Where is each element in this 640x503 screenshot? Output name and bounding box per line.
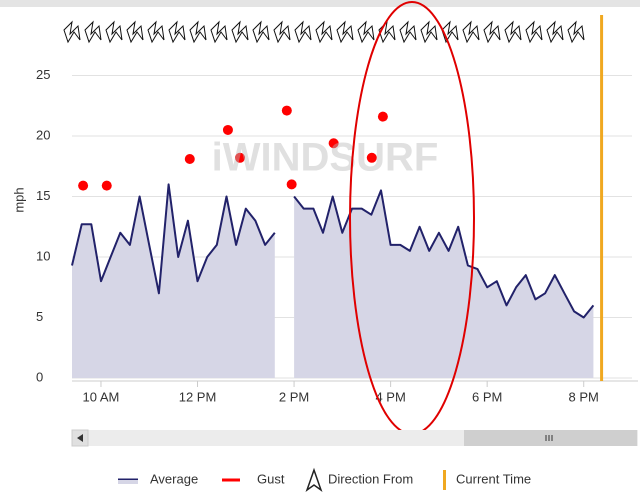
gust-point	[286, 179, 297, 190]
direction-arrow	[63, 20, 81, 44]
direction-arrow	[525, 20, 543, 44]
direction-arrow	[483, 20, 501, 44]
direction-arrow	[399, 20, 417, 44]
direction-arrow	[420, 20, 438, 44]
direction-arrow	[126, 20, 144, 44]
x-tick-label: 12 PM	[179, 389, 217, 404]
direction-arrow	[252, 20, 270, 44]
x-tick-label: 8 PM	[569, 389, 599, 404]
direction-arrow	[168, 20, 186, 44]
direction-arrow	[378, 20, 396, 44]
x-tick-label: 2 PM	[279, 389, 309, 404]
y-tick-label: 5	[36, 309, 43, 324]
direction-arrow	[147, 20, 165, 44]
gust-point	[235, 152, 245, 163]
top-bar	[0, 0, 640, 7]
gust-point	[78, 180, 89, 191]
y-tick-label: 25	[36, 67, 50, 82]
average-area	[72, 184, 594, 378]
direction-arrow	[231, 20, 249, 44]
legend-label[interactable]: Gust	[257, 471, 285, 486]
legend-label[interactable]: Average	[150, 471, 198, 486]
legend-swatch-fill	[118, 480, 138, 484]
gust-point	[281, 105, 292, 116]
x-tick-label: 4 PM	[375, 389, 405, 404]
direction-arrow	[84, 20, 102, 44]
y-axis-label: mph	[11, 187, 26, 212]
direction-arrow	[315, 20, 333, 44]
average-line	[71, 183, 595, 319]
direction-arrow	[294, 20, 312, 44]
x-tick-label: 10 AM	[83, 389, 120, 404]
y-tick-label: 0	[36, 369, 43, 384]
legend-direction-icon	[305, 467, 323, 492]
direction-arrow	[273, 20, 291, 44]
direction-arrow	[189, 20, 207, 44]
gust-point	[184, 153, 195, 164]
legend: Average Gust Direction From Current Time	[118, 467, 531, 492]
direction-arrow	[210, 20, 228, 44]
gust-point	[101, 180, 112, 191]
y-tick-label: 10	[36, 248, 50, 263]
direction-arrow	[567, 20, 585, 44]
direction-arrow	[546, 20, 564, 44]
direction-arrow	[105, 20, 123, 44]
plot: 0 5 10 15 20 25 10 AM 12 PM 2 PM 4 PM 6 PM 8 PM	[36, 15, 638, 404]
direction-arrow	[504, 20, 522, 44]
scroll-left-arrow	[77, 434, 83, 442]
gust-point	[377, 111, 388, 122]
gust-point	[366, 152, 377, 163]
direction-arrow	[336, 20, 354, 44]
scroll-grip	[545, 435, 553, 441]
x-tick-label: 6 PM	[472, 389, 502, 404]
watermark: iWINDSURF	[212, 136, 439, 180]
gust-point	[222, 124, 233, 135]
direction-arrow	[357, 20, 375, 44]
y-tick-label: 15	[36, 188, 50, 203]
legend-label[interactable]: Current Time	[456, 471, 531, 486]
legend-label[interactable]: Direction From	[328, 471, 413, 486]
y-tick-label: 20	[36, 127, 50, 142]
direction-arrow	[462, 20, 480, 44]
gust-point	[328, 138, 339, 149]
scrollbar-thumb[interactable]	[464, 430, 637, 446]
legend-swatch	[443, 470, 446, 490]
